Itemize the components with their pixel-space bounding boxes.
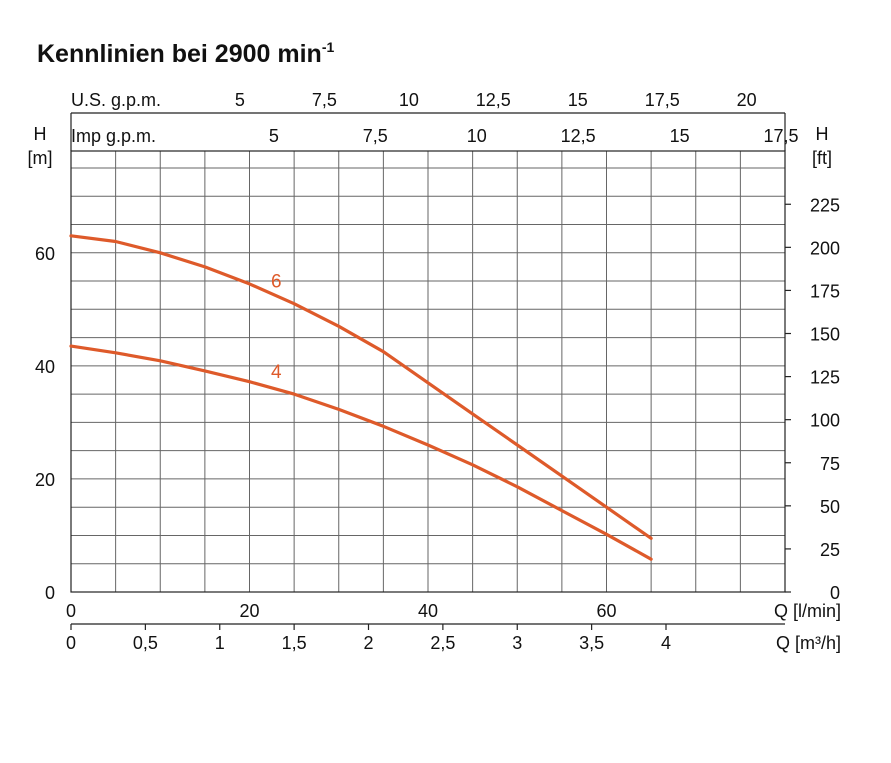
imp-gpm-tick-label: 7,5 <box>363 126 388 146</box>
y-right-tick-label: 125 <box>810 368 840 388</box>
y-right-tick-label: 75 <box>820 454 840 474</box>
y-right-tick-label: 200 <box>810 238 840 258</box>
imp-gpm-axis-label: Imp g.p.m. <box>71 126 156 146</box>
x-tick-label: 0 <box>66 601 76 621</box>
curve-label-4: 4 <box>271 362 282 383</box>
us-gpm-tick-label: 15 <box>568 90 588 110</box>
y-right-tick-label: 225 <box>810 195 840 215</box>
x-tick-label: 60 <box>596 601 616 621</box>
us-gpm-tick-label: 12,5 <box>476 90 511 110</box>
m3h-tick-label: 4 <box>661 633 671 653</box>
us-gpm-axis-label: U.S. g.p.m. <box>71 90 161 110</box>
y-right-tick-label: 100 <box>810 411 840 431</box>
chart-title: Kennlinien bei 2900 min-1 <box>37 39 334 68</box>
m3h-tick-label: 3 <box>512 633 522 653</box>
imp-gpm-tick-label: 12,5 <box>561 126 596 146</box>
imp-gpm-tick-label: 10 <box>467 126 487 146</box>
y-right-tick-label: 175 <box>810 281 840 301</box>
imp-gpm-tick-label: 17,5 <box>764 126 799 146</box>
curve-line-6 <box>69 234 653 540</box>
x-tick-label: 20 <box>239 601 259 621</box>
x-tick-label: 40 <box>418 601 438 621</box>
us-gpm-tick-label: 17,5 <box>645 90 680 110</box>
y-tick-label: 20 <box>35 470 55 490</box>
y-right-tick-label: 25 <box>820 540 840 560</box>
curve-label-6: 6 <box>271 272 282 293</box>
curve-line-4 <box>69 344 653 561</box>
y-right-tick-label: 50 <box>820 497 840 517</box>
m3h-tick-label: 0,5 <box>133 633 158 653</box>
y-right-tick-label: 0 <box>830 583 840 603</box>
y-right-axis-unit: [ft] <box>812 148 832 168</box>
m3h-tick-label: 0 <box>66 633 76 653</box>
y-tick-label: 0 <box>45 583 55 603</box>
us-gpm-tick-label: 7,5 <box>312 90 337 110</box>
x-axis-label: Q [l/min] <box>774 601 841 621</box>
axis-labels: 0 20 40 60 Q [l/min]0 0,5 1 1,5 2 2,5 3 3,5 4 Q [m³/h… <box>28 90 842 653</box>
y-right-tick-label: 150 <box>810 325 840 345</box>
y-axis-label: H <box>34 124 47 144</box>
us-gpm-tick-label: 10 <box>399 90 419 110</box>
us-gpm-tick-label: 5 <box>235 90 245 110</box>
y-tick-label: 40 <box>35 357 55 377</box>
m3h-axis-label: Q [m³/h] <box>776 633 841 653</box>
y-axis-unit: [m] <box>28 148 53 168</box>
m3h-tick-label: 2 <box>363 633 373 653</box>
m3h-tick-label: 3,5 <box>579 633 604 653</box>
m3h-tick-label: 2,5 <box>430 633 455 653</box>
chart-title-superscript: -1 <box>322 39 335 55</box>
grid <box>70 112 791 630</box>
imp-gpm-tick-label: 15 <box>670 126 690 146</box>
imp-gpm-tick-label: 5 <box>269 126 279 146</box>
y-right-axis-label: H <box>816 124 829 144</box>
m3h-tick-label: 1,5 <box>282 633 307 653</box>
chart-title-main: Kennlinien bei 2900 min <box>37 40 322 68</box>
m3h-tick-label: 1 <box>215 633 225 653</box>
curves: 64 <box>69 234 653 561</box>
plot-frame <box>70 150 786 593</box>
y-tick-label: 60 <box>35 244 55 264</box>
us-gpm-tick-label: 20 <box>737 90 757 110</box>
